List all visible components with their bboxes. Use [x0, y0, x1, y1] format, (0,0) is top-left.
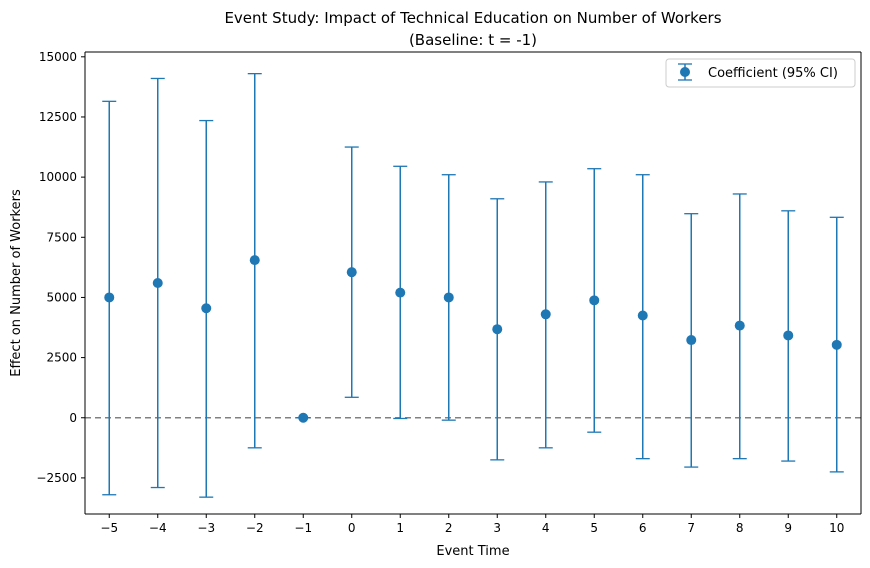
coefficient-point [540, 309, 551, 320]
coefficient-point [395, 287, 406, 298]
x-tick-label: 2 [445, 521, 453, 535]
y-tick-label: 15000 [39, 50, 77, 64]
x-tick-label: 10 [829, 521, 844, 535]
y-axis-ticks: −2500 0 2500 5000 7500 10000 12500 15000 [36, 50, 85, 485]
coefficient-point [734, 320, 745, 331]
x-tick-label: 1 [396, 521, 404, 535]
x-tick-label: −3 [197, 521, 215, 535]
coefficient-point [201, 303, 212, 314]
x-tick-label: 8 [736, 521, 744, 535]
coefficient-point [346, 267, 357, 278]
x-tick-label: 4 [542, 521, 550, 535]
x-tick-label: 7 [687, 521, 695, 535]
coefficient-point [298, 412, 309, 423]
coefficient-point [249, 255, 260, 266]
coefficient-point [831, 339, 842, 350]
y-tick-label: 0 [69, 411, 77, 425]
plot-area [85, 73, 861, 498]
y-tick-label: 12500 [39, 110, 77, 124]
chart-title-line-1: Event Study: Impact of Technical Educati… [224, 9, 721, 27]
y-tick-label: 2500 [46, 351, 77, 365]
y-tick-label: 10000 [39, 170, 77, 184]
coefficient-point [686, 335, 697, 346]
coefficient-point [589, 295, 600, 306]
coefficient-point [104, 292, 115, 303]
coefficient-point [443, 292, 454, 303]
coefficient-point [637, 310, 648, 321]
y-axis-label: Effect on Number of Workers [9, 189, 24, 377]
coefficient-point [492, 324, 503, 335]
y-tick-label: −2500 [36, 471, 77, 485]
legend-marker [680, 67, 690, 77]
y-tick-label: 5000 [46, 290, 77, 304]
x-tick-label: −1 [294, 521, 312, 535]
x-tick-label: 3 [493, 521, 501, 535]
legend-box [665, 58, 856, 88]
legend-label: Coefficient (95% CI) [708, 66, 838, 81]
x-tick-label: −4 [149, 521, 167, 535]
x-tick-label: 6 [639, 521, 647, 535]
coefficient-point [783, 330, 794, 341]
coefficient-point [152, 278, 163, 288]
x-axis-ticks: −5 −4 −3 −2 −1 0 1 2 3 4 5 6 7 8 9 10 [100, 514, 844, 535]
chart-title-line-2: (Baseline: t = -1) [409, 31, 537, 49]
x-tick-label: 0 [348, 521, 356, 535]
y-tick-label: 7500 [46, 230, 77, 244]
legend: Coefficient (95% CI) [665, 58, 856, 88]
x-tick-label: 5 [590, 521, 598, 535]
x-tick-label: −5 [100, 521, 118, 535]
x-axis-label: Event Time [436, 544, 509, 559]
x-tick-label: −2 [246, 521, 264, 535]
x-tick-label: 9 [784, 521, 792, 535]
